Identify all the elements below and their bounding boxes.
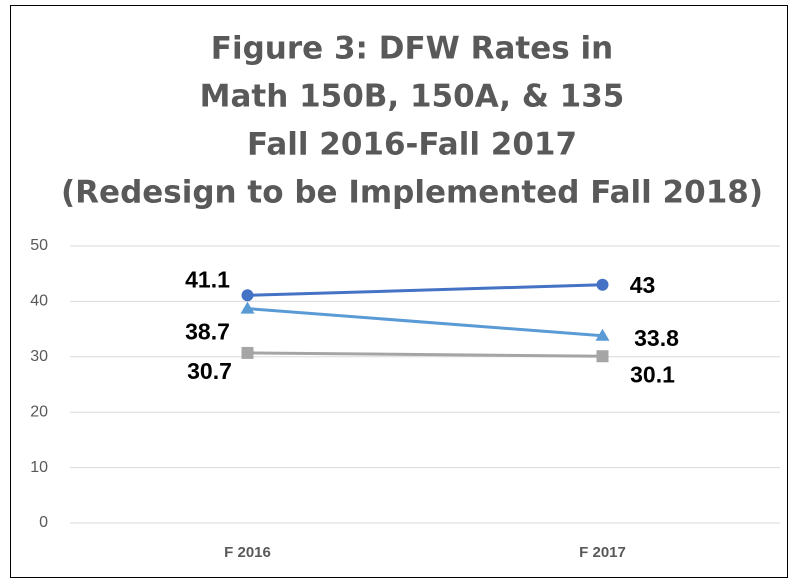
line xyxy=(247,351,603,358)
chart-title: Fall 2016-Fall 2017 xyxy=(247,127,577,163)
y-tick-label: 10 xyxy=(30,459,48,476)
y-tick-label: 0 xyxy=(39,514,48,531)
marker xyxy=(595,328,610,341)
data-label: 33.8 xyxy=(634,325,679,351)
chart-title: Math 150B, 150A, & 135 xyxy=(200,79,625,115)
marker xyxy=(596,278,609,291)
y-tick-label: 30 xyxy=(30,348,48,365)
y-tick-label: 40 xyxy=(30,293,48,310)
data-label: 41.1 xyxy=(185,266,230,292)
data-label: 30.7 xyxy=(187,358,232,384)
data-label: 30.1 xyxy=(630,361,675,387)
marker xyxy=(596,350,609,363)
data-label: 43 xyxy=(630,272,656,298)
marker xyxy=(241,346,254,359)
x-tick-label: F 2016 xyxy=(224,544,271,561)
data-label: 38.7 xyxy=(185,319,230,345)
x-tick-label: F 2017 xyxy=(579,544,626,561)
y-tick-label: 50 xyxy=(30,237,48,254)
y-tick-label: 20 xyxy=(30,403,48,420)
line xyxy=(247,283,603,297)
marker xyxy=(241,289,254,302)
chart-title: Figure 3: DFW Rates in xyxy=(211,31,613,67)
marker xyxy=(240,301,255,314)
line xyxy=(247,307,603,338)
chart-title: (Redesign to be Implemented Fall 2018) xyxy=(61,175,763,211)
